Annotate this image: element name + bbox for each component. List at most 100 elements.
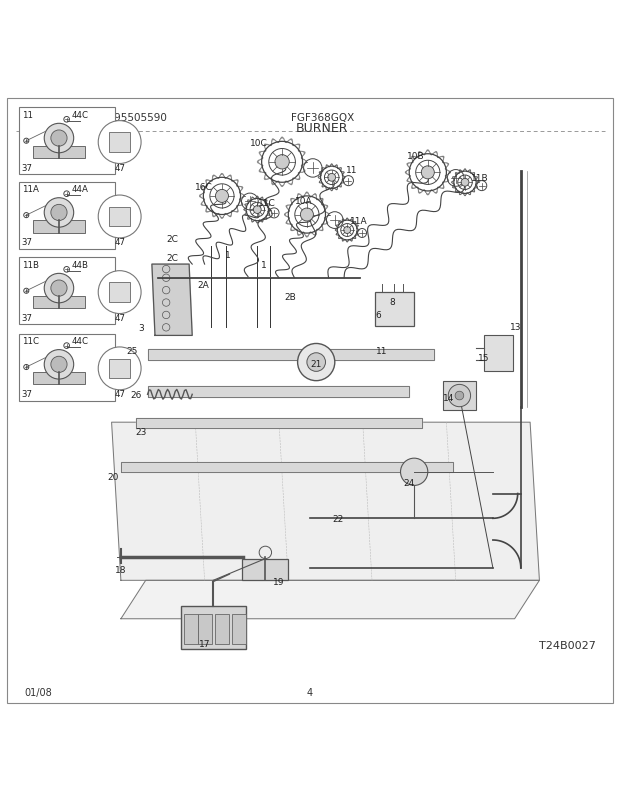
Bar: [19, 182, 115, 249]
Circle shape: [455, 391, 464, 400]
Bar: [109, 283, 130, 302]
Bar: [184, 614, 198, 644]
Text: 10B: 10B: [407, 152, 424, 161]
Circle shape: [216, 190, 228, 203]
Bar: [232, 614, 246, 644]
Circle shape: [422, 167, 434, 180]
Circle shape: [98, 271, 141, 314]
Text: 19: 19: [273, 577, 285, 586]
Text: 37: 37: [22, 164, 33, 172]
Text: 37: 37: [22, 314, 33, 322]
Text: 26: 26: [131, 391, 142, 399]
Bar: [19, 334, 115, 401]
Text: 2C: 2C: [166, 254, 179, 263]
Bar: [109, 359, 130, 379]
Circle shape: [298, 344, 335, 381]
Text: 16C: 16C: [195, 183, 212, 192]
Text: 44A: 44A: [71, 185, 88, 194]
Text: 44B: 44B: [71, 261, 89, 269]
Bar: [32, 297, 86, 309]
Text: 10A: 10A: [295, 196, 312, 205]
Polygon shape: [136, 419, 422, 429]
Circle shape: [44, 198, 74, 228]
Bar: [19, 108, 115, 175]
Bar: [484, 335, 513, 371]
Text: 01/08: 01/08: [25, 687, 53, 697]
Text: 47: 47: [114, 164, 125, 172]
Circle shape: [98, 121, 141, 164]
Text: FGF368GQX: FGF368GQX: [291, 112, 354, 123]
Bar: [32, 221, 86, 233]
Bar: [109, 133, 130, 152]
Text: 44C: 44C: [71, 337, 89, 346]
Circle shape: [51, 357, 67, 373]
Text: BURNER: BURNER: [296, 123, 348, 136]
Text: 3: 3: [138, 323, 144, 332]
Polygon shape: [121, 462, 453, 472]
Bar: [443, 381, 476, 411]
Circle shape: [343, 227, 351, 234]
Bar: [181, 606, 246, 649]
Text: 20: 20: [108, 472, 119, 481]
Text: 13: 13: [510, 322, 521, 331]
Polygon shape: [112, 423, 539, 581]
Text: 11B: 11B: [22, 261, 38, 269]
Text: 11: 11: [376, 347, 387, 356]
Circle shape: [401, 459, 428, 486]
Text: 6: 6: [375, 311, 381, 320]
Text: 37: 37: [22, 238, 33, 247]
Bar: [109, 208, 130, 227]
Bar: [242, 559, 288, 581]
Text: 1: 1: [260, 261, 267, 269]
Text: 24: 24: [404, 478, 415, 488]
Polygon shape: [148, 350, 434, 361]
Text: T24B0027: T24B0027: [539, 640, 596, 650]
Text: 2A: 2A: [198, 281, 209, 290]
Bar: [32, 147, 86, 159]
Circle shape: [51, 131, 67, 147]
Text: 1: 1: [225, 251, 231, 260]
Text: 15: 15: [478, 353, 489, 363]
Text: 14: 14: [443, 394, 454, 403]
Polygon shape: [148, 387, 409, 398]
Circle shape: [51, 281, 67, 297]
Circle shape: [98, 196, 141, 238]
Text: 37: 37: [22, 390, 33, 399]
Circle shape: [448, 385, 471, 407]
Text: 18: 18: [115, 565, 126, 574]
Text: 11: 11: [22, 111, 33, 119]
Text: 11B: 11B: [471, 173, 489, 183]
Text: 11C: 11C: [258, 198, 275, 208]
Text: 47: 47: [114, 238, 125, 247]
Text: 23: 23: [136, 427, 147, 436]
Text: 8: 8: [389, 298, 395, 306]
Circle shape: [44, 274, 74, 303]
Circle shape: [44, 124, 74, 153]
Text: 11A: 11A: [22, 185, 38, 194]
Circle shape: [328, 174, 335, 182]
Bar: [375, 293, 414, 326]
Polygon shape: [121, 581, 539, 619]
Text: 47: 47: [114, 314, 125, 322]
Text: 2B: 2B: [285, 293, 296, 302]
Circle shape: [307, 354, 326, 372]
Circle shape: [461, 179, 469, 187]
Text: 11: 11: [347, 166, 358, 175]
Text: Publication No: 5995505590: Publication No: 5995505590: [19, 112, 167, 123]
Circle shape: [44, 350, 74, 379]
Circle shape: [98, 347, 141, 391]
Text: 22: 22: [332, 514, 343, 523]
Bar: [198, 614, 212, 644]
Text: 11C: 11C: [22, 337, 38, 346]
Text: 11A: 11A: [350, 217, 367, 226]
Text: 25: 25: [126, 347, 138, 356]
Text: 10C: 10C: [250, 139, 268, 148]
Polygon shape: [152, 265, 192, 336]
Text: 4: 4: [307, 687, 313, 697]
Text: 44C: 44C: [71, 111, 89, 119]
Circle shape: [300, 209, 313, 221]
Circle shape: [254, 206, 261, 214]
Circle shape: [51, 205, 67, 221]
Text: 2C: 2C: [166, 234, 179, 243]
Text: 21: 21: [311, 359, 322, 368]
